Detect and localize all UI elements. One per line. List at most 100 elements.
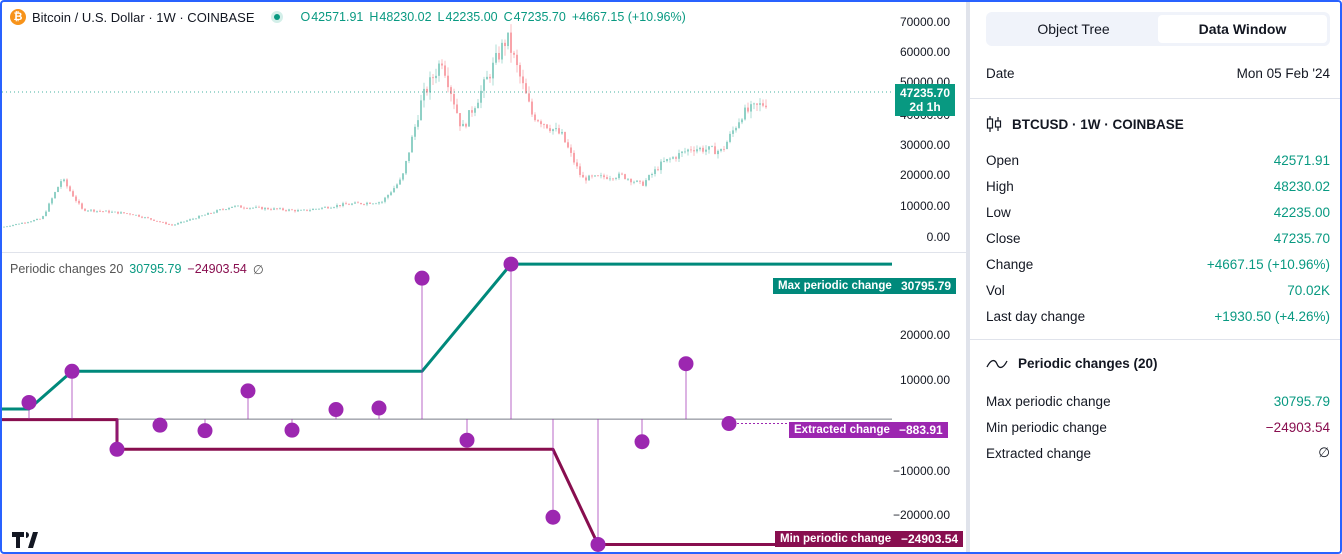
candle-body [174,224,176,226]
candle-body [756,103,758,105]
market-status-icon[interactable] [270,11,283,23]
candle-body [96,210,98,212]
indicator-pane[interactable] [2,253,892,554]
candle-body [255,206,257,208]
tab-object-tree[interactable]: Object Tree [1037,21,1110,37]
candle-body [552,129,554,132]
row-label: Last day change [986,308,1086,324]
candle-body [78,200,80,204]
extracted-change-point[interactable] [634,434,650,450]
candle-body [609,178,611,180]
candle-body [315,208,317,210]
candle-body [117,211,119,214]
candle-body [36,218,38,221]
candle-body [321,207,323,209]
candle-body [705,149,707,152]
tradingview-logo-icon[interactable] [12,532,46,552]
indicator-section-label: Periodic changes (20) [1018,356,1158,371]
row-label: Max periodic change [986,393,1111,409]
candle-body [699,147,701,150]
candle-body [516,54,518,66]
extracted-change-point[interactable] [64,363,80,379]
row-value: +1930.50 (+4.26%) [1214,308,1330,324]
extracted-change-point[interactable] [284,422,300,438]
candle-body [681,151,683,154]
candle-body [639,180,641,182]
extracted-change-point[interactable] [240,383,256,399]
candle-body [345,203,347,205]
panel-divider[interactable] [966,2,970,552]
candle-body [21,222,23,224]
candle-body [105,210,107,212]
candle-body [351,203,353,205]
extracted-change-point[interactable] [109,441,125,457]
candle-body [534,114,536,121]
extracted-change-point[interactable] [459,432,475,448]
data-row-vol: Vol 70.02K [986,280,1330,300]
candle-body [729,133,731,142]
candle-body [66,179,68,187]
candle-body [213,212,215,214]
candle-body [162,222,164,223]
price-axis-label: 30000.00 [899,138,950,152]
candle-body [183,221,185,223]
max-change-name-chip: Max periodic change [773,278,897,294]
extracted-change-point[interactable] [328,402,344,418]
row-value: 48230.02 [1273,178,1330,194]
open-value: O42571.91 [300,10,364,24]
price-pane[interactable] [2,2,892,252]
candle-body [195,218,197,220]
candle-body [393,188,395,193]
candle-body [372,203,374,205]
extracted-change-point[interactable] [721,416,737,432]
extracted-change-point[interactable] [21,394,37,410]
candle-body [390,192,392,195]
candle-body [261,206,263,210]
candle-body [438,63,440,76]
candle-body [252,207,254,209]
candle-body [249,207,251,209]
candle-body [762,103,764,106]
candle-body [561,131,563,134]
candle-body [594,175,596,177]
candle-body [333,207,335,208]
candle-body [588,175,590,181]
extracted-change-point[interactable] [678,356,694,372]
candle-body [99,210,101,212]
candle-body [540,121,542,125]
extracted-change-point[interactable] [590,536,606,552]
extracted-change-point[interactable] [414,270,430,286]
min-periodic-change-line[interactable] [2,418,892,546]
indicator-title[interactable]: Periodic changes 20 [10,262,124,276]
candle-body [237,205,239,207]
tab-data-window[interactable]: Data Window [1158,15,1327,43]
extracted-change-point[interactable] [545,509,561,525]
pane-separator[interactable] [2,252,966,253]
max-periodic-change-line[interactable] [2,262,892,411]
candle-body [27,222,29,223]
candle-body [519,65,521,77]
candle-body [72,191,74,197]
extracted-change-point[interactable] [152,417,168,433]
bar-countdown: 2d 1h [909,100,941,114]
extracted-change-name-chip: Extracted change [789,422,895,438]
extracted-change-point[interactable] [503,256,519,272]
symbol-title[interactable]: Bitcoin / U.S. Dollar · 1W · COINBASE [32,9,255,25]
candle-body [180,221,182,224]
candle-body [423,88,425,101]
row-label: Open [986,152,1020,168]
candle-body [108,210,110,213]
candle-body [546,124,548,129]
candle-body [6,226,8,228]
extracted-change-point[interactable] [197,423,213,439]
chart-area[interactable]: ₿ Bitcoin / U.S. Dollar · 1W · COINBASE … [2,2,968,554]
candle-body [498,52,500,60]
indicator-section-title[interactable]: Periodic changes (20) [986,356,1158,371]
candle-body [591,175,593,177]
symbol-section-title[interactable]: BTCUSD · 1W · COINBASE [986,115,1184,133]
candle-body [45,211,47,217]
extracted-change-point[interactable] [371,400,387,416]
row-label: Change [986,256,1034,272]
data-row-open: Open 42571.91 [986,150,1330,170]
data-row-change: Change +4667.15 (+10.96%) [986,254,1330,274]
